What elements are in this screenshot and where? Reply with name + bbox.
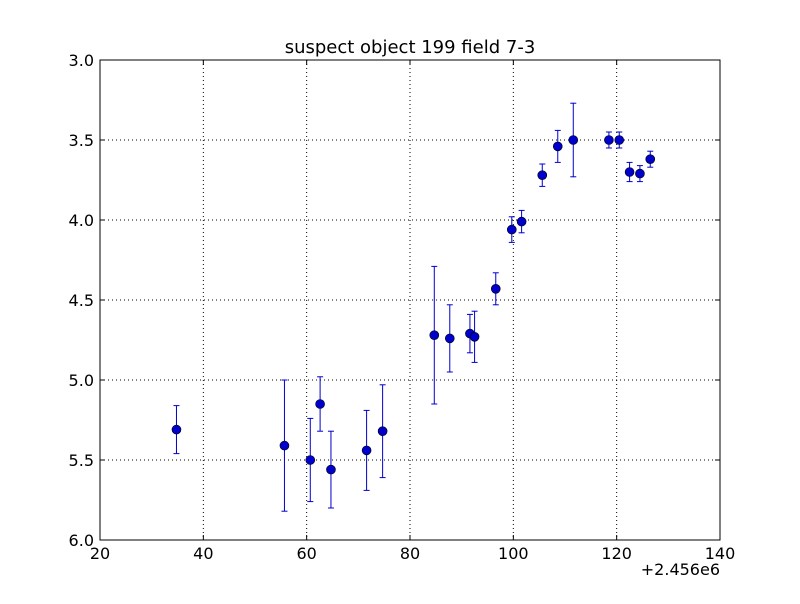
y-tick-label: 5.0: [69, 371, 94, 390]
x-tick-label: 100: [498, 544, 529, 563]
x-tick-label: 80: [400, 544, 420, 563]
y-tick-label: 3.5: [69, 131, 94, 150]
data-point: [506, 224, 517, 235]
y-tick-label: 5.5: [69, 451, 94, 470]
y-tick-label: 4.0: [69, 211, 94, 230]
data-point: [326, 464, 336, 475]
data-point: [568, 135, 579, 145]
data-point: [635, 168, 645, 179]
y-tick-label: 4.5: [69, 291, 94, 310]
data-point: [490, 283, 501, 294]
data-point: [604, 135, 614, 145]
chart-title: suspect object 199 field 7-3: [285, 37, 536, 58]
x-tick-label: 60: [296, 544, 316, 563]
data-point: [537, 170, 548, 180]
data-point: [552, 141, 563, 152]
y-tick-label: 6.0: [69, 531, 94, 550]
x-tick-label: 20: [90, 544, 110, 563]
axis-ticks: 20 40 60 80 100 120 140 3.0 3.5 4.0 4.5 5.0 5.5 6.0: [69, 51, 736, 563]
data-point: [377, 426, 388, 437]
data-point: [315, 399, 325, 409]
data-series: [171, 102, 656, 512]
data-point: [645, 154, 656, 164]
data-point: [444, 333, 455, 344]
x-tick-label: 40: [193, 544, 213, 563]
data-point: [614, 135, 625, 145]
x-tick-label: 140: [705, 544, 736, 563]
data-point: [429, 330, 440, 341]
grid-lines: [100, 60, 720, 540]
data-point: [305, 455, 316, 465]
x-tick-label: 120: [601, 544, 632, 563]
plot-area-frame: [99, 59, 721, 541]
data-point: [279, 440, 290, 451]
data-point: [361, 445, 372, 456]
data-point: [624, 167, 635, 177]
data-point: [469, 331, 480, 342]
data-point: [171, 424, 182, 435]
data-point: [516, 216, 527, 227]
y-tick-label: 3.0: [69, 51, 94, 70]
x-axis-offset-label: +2.456e6: [641, 560, 720, 579]
